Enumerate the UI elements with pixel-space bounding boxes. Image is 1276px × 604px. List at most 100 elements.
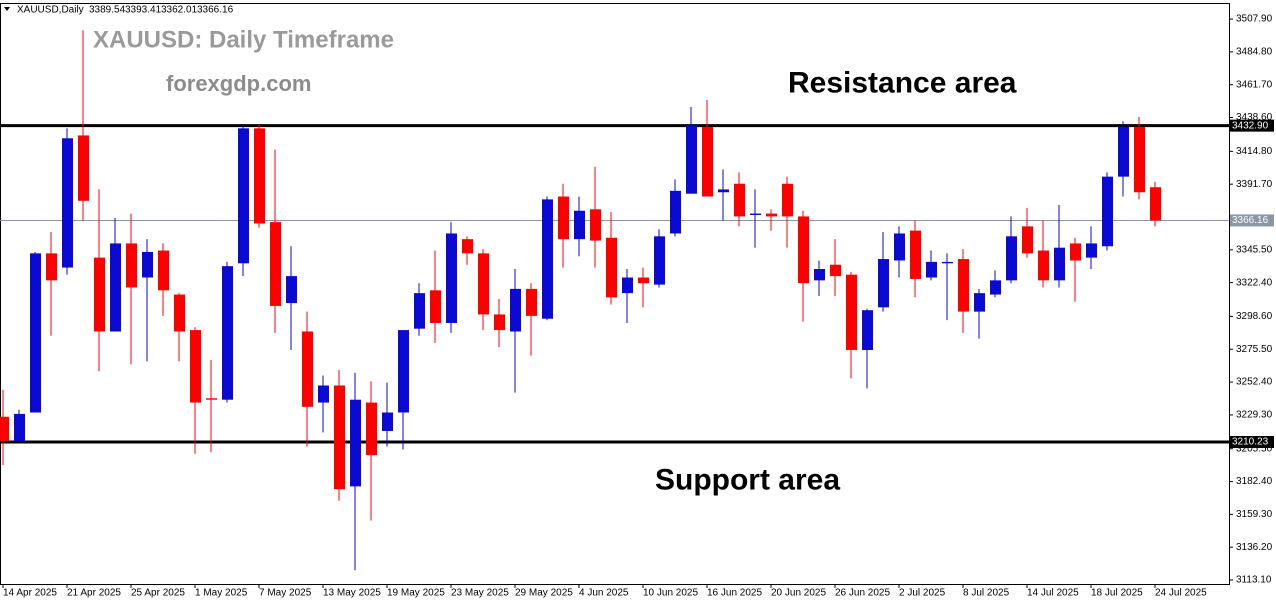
candle-body bbox=[782, 183, 793, 217]
candle-body bbox=[510, 288, 521, 332]
x-tick-label: 19 May 2025 bbox=[387, 588, 445, 599]
y-tick-label: 3345.50 bbox=[1236, 244, 1273, 255]
candle-body bbox=[862, 310, 873, 350]
y-tick-label: 3182.40 bbox=[1236, 476, 1273, 487]
candle-body bbox=[750, 213, 761, 215]
y-tick-label: 3438.60 bbox=[1236, 112, 1273, 123]
candle-body bbox=[414, 293, 425, 329]
y-tick-label: 3252.40 bbox=[1236, 377, 1273, 388]
x-tick-label: 13 May 2025 bbox=[323, 588, 381, 599]
candle-body bbox=[94, 257, 105, 332]
x-tick-label: 26 Jun 2025 bbox=[835, 588, 890, 599]
candle-body bbox=[334, 385, 345, 490]
y-tick-label: 3136.20 bbox=[1236, 542, 1273, 553]
candle-body bbox=[846, 274, 857, 350]
x-tick-label: 29 May 2025 bbox=[515, 588, 573, 599]
level-label: 3210.23 bbox=[1232, 437, 1269, 448]
x-tick-label: 10 Jun 2025 bbox=[643, 588, 698, 599]
header-close: 3366.16 bbox=[197, 5, 234, 16]
x-tick-label: 14 Apr 2025 bbox=[3, 588, 57, 599]
candle-body bbox=[910, 230, 921, 279]
candle-body bbox=[542, 199, 553, 319]
candle-body bbox=[1102, 176, 1113, 247]
candle-body bbox=[590, 209, 601, 241]
candle-body bbox=[430, 290, 441, 323]
candle-body bbox=[622, 277, 633, 294]
x-tick-label: 20 Jun 2025 bbox=[771, 588, 826, 599]
candle-body bbox=[734, 183, 745, 217]
candle-body bbox=[446, 233, 457, 323]
x-tick-label: 7 May 2025 bbox=[259, 588, 312, 599]
candle-body bbox=[1022, 226, 1033, 254]
y-tick-label: 3461.70 bbox=[1236, 79, 1273, 90]
candle-body bbox=[766, 213, 777, 217]
candle-body bbox=[366, 402, 377, 456]
y-tick-label: 3391.70 bbox=[1236, 179, 1273, 190]
candle-body bbox=[174, 294, 185, 332]
header-open: 3389.54 bbox=[89, 5, 126, 16]
x-tick-label: 2 Jul 2025 bbox=[899, 588, 946, 599]
y-tick-label: 3113.10 bbox=[1236, 575, 1272, 586]
y-tick-label: 3507.90 bbox=[1236, 14, 1273, 25]
candle-body bbox=[798, 216, 809, 284]
y-tick-label: 3484.80 bbox=[1236, 47, 1273, 58]
candle-body bbox=[254, 128, 265, 224]
candle-body bbox=[830, 264, 841, 277]
candle-body bbox=[718, 189, 729, 193]
candle-body bbox=[1118, 126, 1129, 177]
x-tick-label: 8 Jul 2025 bbox=[963, 588, 1010, 599]
chart-title: XAUUSD: Daily Timeframe bbox=[93, 26, 394, 53]
level-label: 3432.90 bbox=[1232, 120, 1269, 131]
candle-body bbox=[1054, 247, 1065, 281]
candle-body bbox=[494, 314, 505, 331]
candle-body bbox=[1006, 236, 1017, 281]
candle-body bbox=[30, 253, 41, 413]
x-tick-label: 24 Jul 2025 bbox=[1155, 588, 1207, 599]
x-tick-label: 21 Apr 2025 bbox=[67, 588, 121, 599]
candle-body bbox=[222, 266, 233, 400]
candle-body bbox=[606, 237, 617, 298]
candle-body bbox=[126, 243, 137, 288]
candle-body bbox=[670, 190, 681, 234]
candle-body bbox=[1086, 243, 1097, 258]
candle-body bbox=[558, 196, 569, 240]
candle-body bbox=[302, 331, 313, 407]
y-tick-label: 3414.80 bbox=[1236, 146, 1273, 157]
header-low: 3362.01 bbox=[161, 5, 198, 16]
candle-body bbox=[574, 210, 585, 240]
x-tick-label: 18 Jul 2025 bbox=[1091, 588, 1143, 599]
candle-body bbox=[238, 128, 249, 264]
candle-body bbox=[990, 280, 1001, 295]
x-tick-label: 4 Jun 2025 bbox=[579, 588, 629, 599]
candle-body bbox=[878, 259, 889, 308]
candle-body bbox=[0, 416, 9, 441]
y-tick-label: 3322.40 bbox=[1236, 277, 1273, 288]
candle-body bbox=[382, 412, 393, 431]
bid-label-bg bbox=[1230, 214, 1274, 227]
candle-body bbox=[110, 243, 121, 332]
x-tick-label: 1 May 2025 bbox=[195, 588, 248, 599]
candle-body bbox=[398, 330, 409, 413]
candle-body bbox=[814, 268, 825, 281]
candle-body bbox=[526, 288, 537, 316]
candle-body bbox=[478, 253, 489, 315]
menu-arrow bbox=[4, 7, 10, 11]
candle-body bbox=[1134, 126, 1145, 193]
candle-body bbox=[206, 398, 217, 400]
candle-body bbox=[638, 277, 649, 284]
level-label-bg bbox=[1230, 436, 1274, 449]
candle-body bbox=[190, 330, 201, 403]
annotation: Resistance area bbox=[788, 67, 1017, 100]
symbol: XAUUSD,Daily bbox=[17, 5, 84, 16]
candle-body bbox=[926, 261, 937, 278]
candle-body bbox=[974, 293, 985, 312]
y-tick-label: 3298.60 bbox=[1236, 311, 1273, 322]
candle-body bbox=[62, 138, 73, 268]
candle-body bbox=[14, 413, 25, 441]
x-tick-label: 16 Jun 2025 bbox=[707, 588, 762, 599]
watermark: forexgdp.com bbox=[166, 71, 311, 96]
bid-label: 3366.16 bbox=[1232, 215, 1269, 226]
level-label-bg bbox=[1230, 119, 1274, 132]
